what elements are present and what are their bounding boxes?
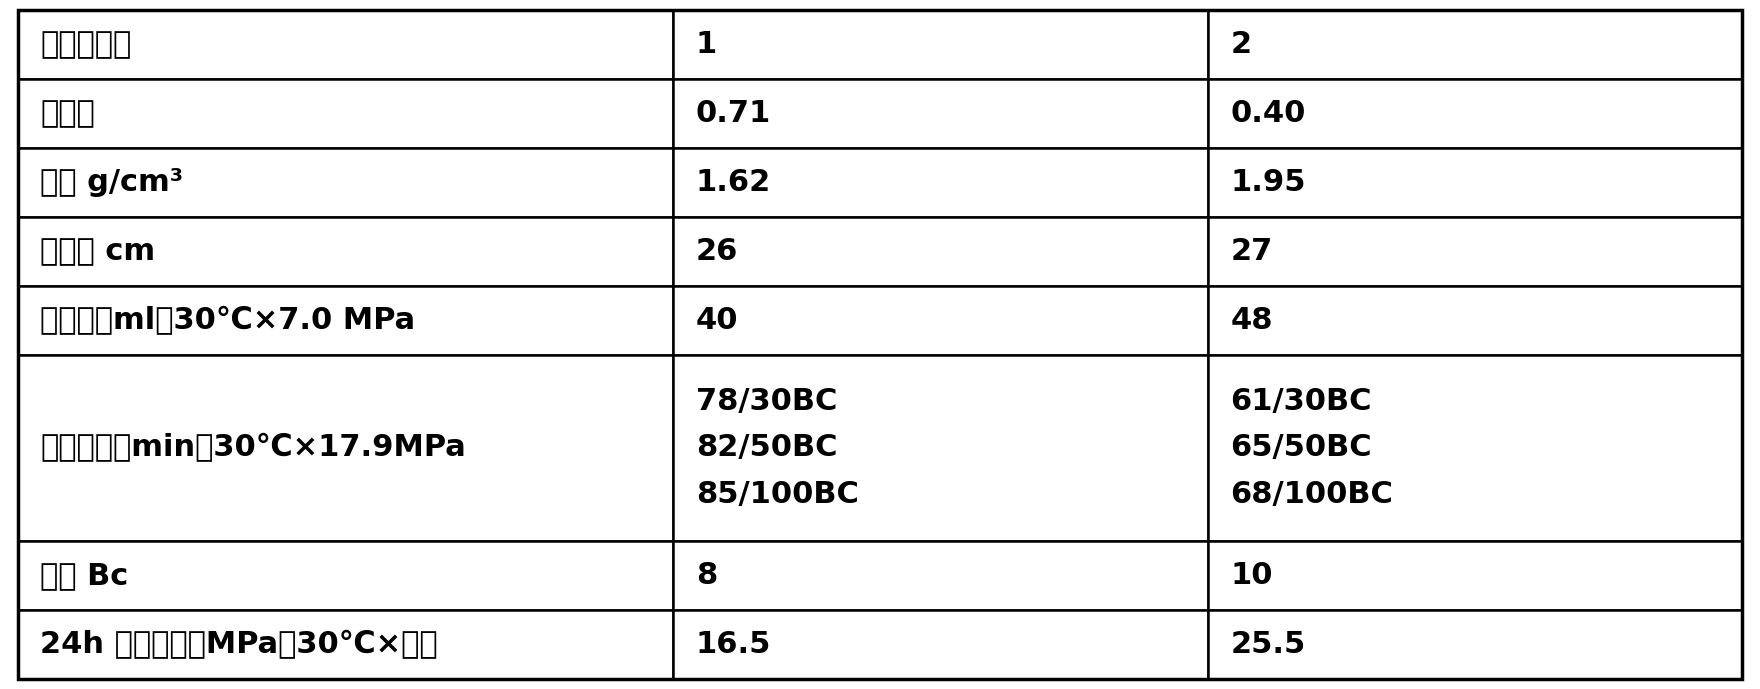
Text: 0.40: 0.40 — [1230, 99, 1306, 128]
Text: 1: 1 — [695, 30, 716, 59]
Bar — [18, 286, 672, 355]
Text: 68/100BC: 68/100BC — [1230, 480, 1394, 509]
Text: 65/50BC: 65/50BC — [1230, 433, 1373, 462]
Bar — [1207, 79, 1742, 148]
Text: 8: 8 — [695, 561, 716, 590]
Text: 2: 2 — [1230, 30, 1251, 59]
Text: 26: 26 — [695, 237, 737, 266]
Text: 40: 40 — [695, 306, 739, 335]
Text: 16.5: 16.5 — [695, 630, 771, 659]
Text: 27: 27 — [1230, 237, 1272, 266]
Text: 稠化时间（min）30℃×17.9MPa: 稠化时间（min）30℃×17.9MPa — [40, 433, 466, 462]
Bar — [1207, 217, 1742, 286]
Bar — [1207, 286, 1742, 355]
Bar — [672, 10, 1207, 79]
Text: 水泥浆方案: 水泥浆方案 — [40, 30, 132, 59]
Bar — [1207, 610, 1742, 679]
Bar — [672, 79, 1207, 148]
Bar — [1207, 148, 1742, 217]
Bar — [18, 610, 672, 679]
Bar — [1207, 10, 1742, 79]
Bar — [672, 148, 1207, 217]
Text: 初稠 Bc: 初稠 Bc — [40, 561, 128, 590]
Bar — [18, 10, 672, 79]
Bar — [672, 217, 1207, 286]
Bar — [1207, 355, 1742, 541]
Bar — [1207, 541, 1742, 610]
Bar — [672, 541, 1207, 610]
Text: 1.62: 1.62 — [695, 168, 771, 197]
Text: 密度 g/cm³: 密度 g/cm³ — [40, 168, 183, 197]
Text: 失水量（ml）30℃×7.0 MPa: 失水量（ml）30℃×7.0 MPa — [40, 306, 415, 335]
Bar — [18, 355, 672, 541]
Bar — [672, 610, 1207, 679]
Text: 85/100BC: 85/100BC — [695, 480, 859, 509]
Text: 10: 10 — [1230, 561, 1272, 590]
Text: 25.5: 25.5 — [1230, 630, 1306, 659]
Bar — [672, 286, 1207, 355]
Text: 流动度 cm: 流动度 cm — [40, 237, 155, 266]
Text: 48: 48 — [1230, 306, 1272, 335]
Text: 0.71: 0.71 — [695, 99, 771, 128]
Bar — [18, 541, 672, 610]
Text: 61/30BC: 61/30BC — [1230, 387, 1373, 416]
Text: 1.95: 1.95 — [1230, 168, 1306, 197]
Bar — [18, 217, 672, 286]
Bar — [672, 355, 1207, 541]
Bar — [18, 79, 672, 148]
Text: 24h 抗压强度（MPa）30℃×常压: 24h 抗压强度（MPa）30℃×常压 — [40, 630, 438, 659]
Bar — [18, 148, 672, 217]
Text: 82/50BC: 82/50BC — [695, 433, 838, 462]
Text: 水灰比: 水灰比 — [40, 99, 95, 128]
Text: 78/30BC: 78/30BC — [695, 387, 838, 416]
